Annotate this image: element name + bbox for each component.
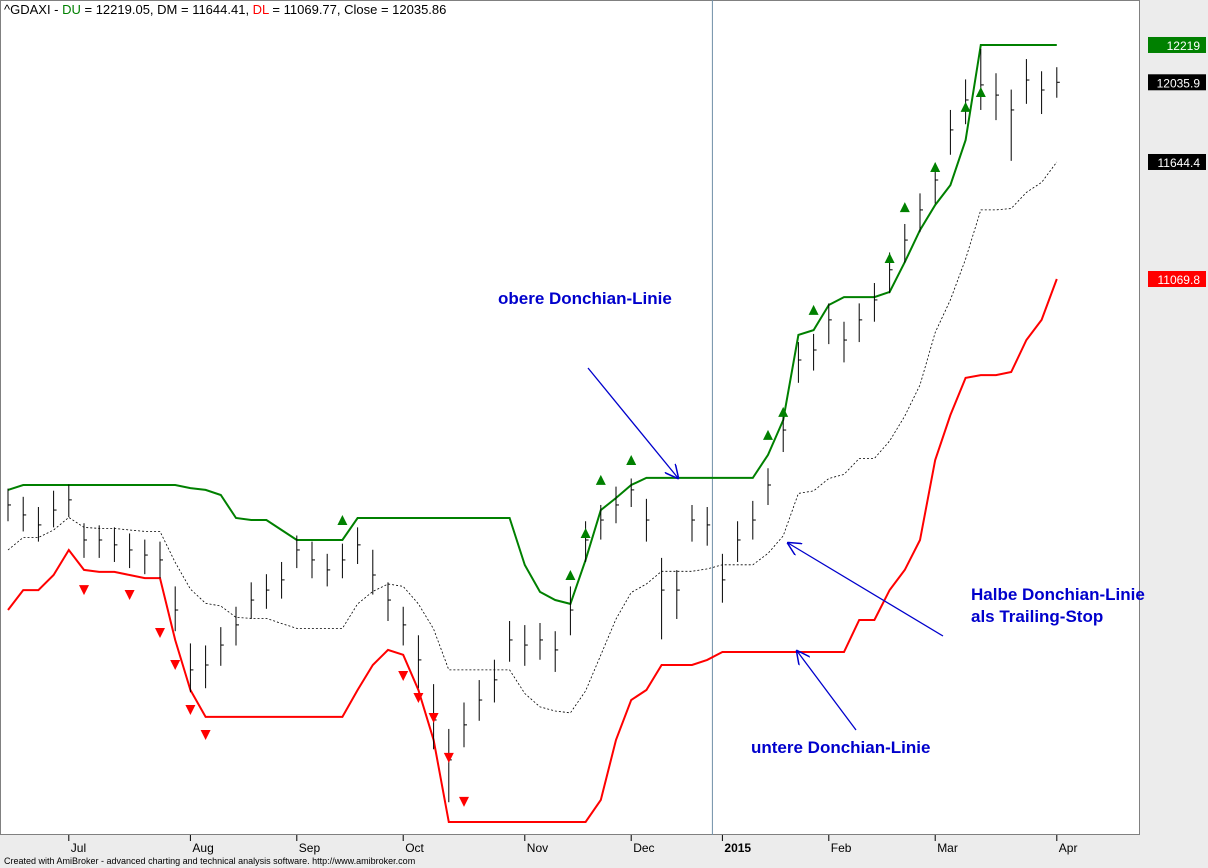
legend-entry: DU xyxy=(62,2,81,17)
x-tick-label: Jul xyxy=(71,841,86,855)
y-axis-band xyxy=(1140,0,1208,868)
buy-signal xyxy=(899,202,910,213)
annotation: Halbe Donchian-Linie xyxy=(971,585,1145,604)
legend: ^GDAXI - DU = 12219.05, DM = 11644.41, D… xyxy=(4,2,446,17)
arrow xyxy=(797,651,857,731)
buy-signal xyxy=(930,161,941,172)
plot-area xyxy=(7,0,1060,835)
annotation: als Trailing-Stop xyxy=(971,607,1103,626)
x-tick-label: Oct xyxy=(405,841,424,855)
buy-signal xyxy=(778,406,789,417)
buy-signal xyxy=(595,474,606,485)
buy-signal xyxy=(808,304,819,315)
x-tick-label: Aug xyxy=(192,841,213,855)
sell-signal xyxy=(413,692,424,703)
value-label: 11644.4 xyxy=(1158,156,1201,170)
value-label-box xyxy=(1148,270,1206,287)
arrow xyxy=(587,367,678,478)
annotation: untere Donchian-Linie xyxy=(751,738,930,757)
sell-signal xyxy=(155,628,165,639)
annotation-arrows xyxy=(587,367,944,731)
annotation: obere Donchian-Linie xyxy=(498,289,672,308)
buy-signal xyxy=(337,515,348,526)
legend-text: = 11644.41, xyxy=(177,2,253,17)
buy-signal xyxy=(565,570,576,581)
x-tick-label: Nov xyxy=(527,841,548,855)
value-label: 12219 xyxy=(1167,39,1201,53)
arrow xyxy=(788,543,944,637)
buy-signal xyxy=(975,87,986,98)
buy-signal xyxy=(884,252,895,263)
sell-signal xyxy=(124,589,135,600)
line-du xyxy=(7,44,1057,606)
line-dl xyxy=(7,278,1058,823)
sell-signal xyxy=(459,796,469,807)
x-tick-label: Apr xyxy=(1059,841,1078,855)
legend-text: = 11069.77, Close = 12035.86 xyxy=(268,2,447,17)
sell-signal xyxy=(185,704,196,715)
footer: Created with AmiBroker - advanced charti… xyxy=(4,856,415,866)
value-label-box xyxy=(1148,74,1206,91)
buy-signal xyxy=(960,101,971,112)
value-label-box xyxy=(1148,36,1206,53)
buy-signal xyxy=(763,429,773,440)
sell-signal xyxy=(79,585,89,596)
x-tick-label: 2015 xyxy=(724,841,751,855)
sell-signal xyxy=(170,660,181,671)
x-tick-label: Mar xyxy=(937,841,958,855)
legend-text: ^GDAXI - xyxy=(4,2,63,17)
value-label-box xyxy=(1148,153,1206,170)
legend-text: = 12219.05, xyxy=(80,2,158,17)
x-tick-label: Sep xyxy=(299,841,321,855)
x-tick-label: Dec xyxy=(633,841,654,855)
buy-signal xyxy=(580,528,591,539)
x-tick-label: Feb xyxy=(831,841,852,855)
value-label: 12035.9 xyxy=(1157,76,1201,90)
legend-entry: DL xyxy=(252,2,269,17)
buy-signal xyxy=(626,454,637,465)
sell-signal xyxy=(200,730,211,741)
sell-signal xyxy=(398,670,409,681)
sell-signal xyxy=(428,712,439,723)
value-label: 11069.8 xyxy=(1158,273,1201,287)
sell-signal xyxy=(443,752,454,763)
legend-entry: DM xyxy=(157,2,178,17)
